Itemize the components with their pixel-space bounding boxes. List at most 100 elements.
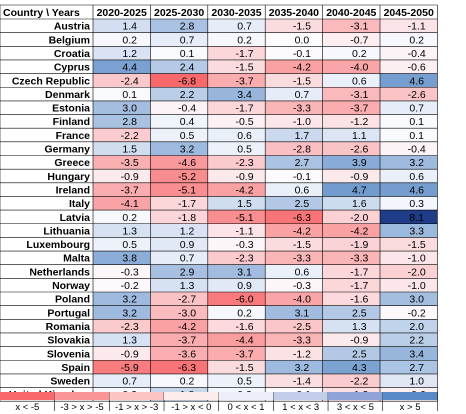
heatmap-cell [93,332,151,347]
cell-value: 2.5 [352,348,367,360]
heatmap-cell [265,223,323,238]
heatmap-cell [265,141,323,156]
row-label: Poland [55,294,90,306]
cell-value: 3.9 [352,157,367,169]
cell-value: 1.1 [352,130,367,142]
heatmap-cell [265,19,323,33]
corner-label: Country \ Years [3,7,80,19]
heatmap-cell [322,128,380,142]
cell-value: 3.1 [295,307,310,319]
row-label: Greece [54,157,90,169]
cell-value: -6.3 [293,212,311,224]
cell-value: -4.2 [293,62,311,74]
legend-label: x > 5 [400,402,421,413]
cell-value: -0.9 [350,171,368,183]
heatmap-cell [93,182,151,197]
cell-value: 0.2 [409,34,424,46]
cell-value: 0.6 [237,130,252,142]
heatmap-cell [150,155,208,170]
cell-value: 0.6 [295,266,310,278]
heatmap-cell [207,196,266,211]
heatmap-cell [322,210,380,224]
cell-value: 3.8 [122,253,137,265]
heatmap-cell [150,210,208,224]
cell-value: -2.0 [408,266,426,278]
row-label: Estonia [52,103,90,115]
heatmap-cell [207,87,266,101]
heatmap-cell [322,19,380,33]
cell-value: 3.0 [122,103,137,115]
column-header: 2020-2025 [97,7,147,19]
cell-value: -1.5 [408,239,426,251]
heatmap-cell [322,305,380,320]
cell-value: 1.4 [122,21,137,33]
heatmap-cell [380,155,438,170]
cell-value: 0.5 [237,376,252,388]
heatmap-cell [93,196,151,211]
cell-value: 1.7 [295,130,310,142]
cell-value: -1.7 [350,266,368,278]
cell-value: -3.1 [350,89,368,101]
row-label: Norway [52,280,90,292]
heatmap-cell [322,46,380,60]
cell-value: -1.2 [293,348,311,360]
cell-value: -0.6 [408,62,426,74]
heatmap-cell [380,182,438,197]
legend-swatch [273,392,329,400]
cell-value: 0.2 [122,212,137,224]
heatmap-cell [265,332,323,347]
cell-value: 0.7 [237,21,252,33]
cell-value: -0.4 [408,144,426,156]
heatmap-cell [207,141,266,156]
row-label: Germany [44,144,90,156]
cell-value: 2.2 [409,335,424,347]
heatmap-cell [207,169,266,183]
cell-value: 2.2 [180,89,195,101]
cell-value: 1.3 [352,321,367,333]
heatmap-cell [380,332,438,347]
heatmap-cell [207,292,266,306]
cell-value: -1.7 [235,48,253,60]
heatmap-cell [93,373,151,388]
cell-value: -3.3 [293,335,311,347]
heatmap-cell [322,196,380,211]
cell-value: 1.6 [352,198,367,210]
heatmap-cell [150,373,208,388]
heatmap-cell [207,59,266,74]
heatmap-cell [150,196,208,211]
cell-value: 3.4 [237,89,252,101]
heatmap-cell [322,169,380,183]
heatmap-cell [380,251,438,265]
cell-value: -0.9 [350,335,368,347]
heatmap-cell [150,59,208,74]
heatmap-cell [93,264,151,279]
legend-swatch [0,392,55,400]
row-label: Denmark [45,89,90,101]
cell-value: 0.9 [180,239,195,251]
cell-value: -2.7 [178,294,196,306]
cell-value: 0.1 [409,130,424,142]
heatmap-cell [93,87,151,101]
heatmap-cell [322,319,380,333]
legend-label: -3 > x > -5 [60,402,103,413]
cell-value: -6.3 [178,362,196,374]
heatmap-cell [322,332,380,347]
cell-value: -1.7 [350,280,368,292]
heatmap-cell [380,319,438,333]
heatmap-cell [93,100,151,115]
cell-value: 2.5 [352,307,367,319]
cell-value: 8.1 [409,212,424,224]
heatmap-cell [322,360,380,374]
cell-value: -4.6 [178,157,196,169]
cell-value: -1.5 [293,75,311,87]
heatmap-cell [265,182,323,197]
cell-value: -5.1 [235,212,253,224]
heatmap-cell [322,292,380,306]
heatmap-cell [207,46,266,60]
heatmap-cell [322,346,380,361]
heatmap-cell [150,332,208,347]
heatmap-cell [265,264,323,279]
cell-value: -1.6 [350,294,368,306]
cell-value: 0.7 [180,34,195,46]
